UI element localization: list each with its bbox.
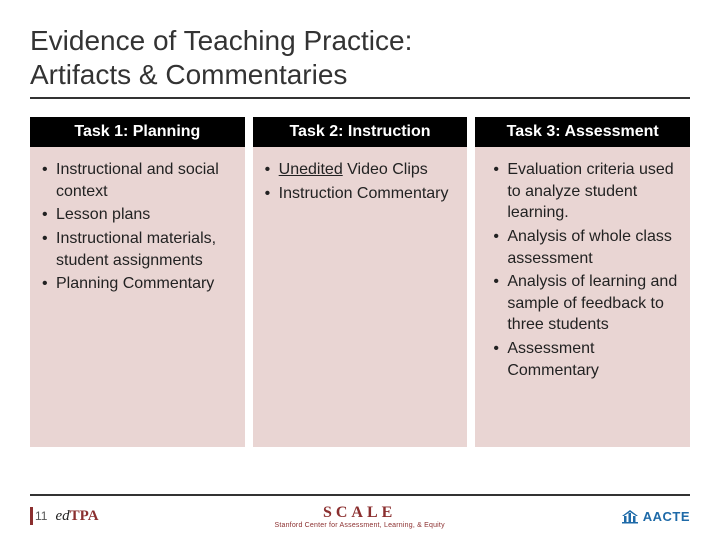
columns: Task 1: Planning Instructional and socia… — [30, 117, 690, 447]
footer: 11 edTPA SCALE Stanford Center for Asses… — [30, 494, 690, 532]
column-body: Unedited Video Clips Instruction Comment… — [253, 147, 468, 447]
title-block: Evidence of Teaching Practice: Artifacts… — [30, 24, 690, 99]
list-item: Analysis of whole class assessment — [483, 226, 682, 269]
scale-subtitle: Stanford Center for Assessment, Learning… — [274, 522, 444, 529]
list-item: Instruction Commentary — [261, 183, 460, 205]
slide: Evidence of Teaching Practice: Artifacts… — [0, 0, 720, 540]
column-body: Instructional and social context Lesson … — [30, 147, 245, 447]
list-item: Unedited Video Clips — [261, 159, 460, 181]
column-assessment: Task 3: Assessment Evaluation criteria u… — [475, 117, 690, 447]
list-item: Instructional materials, student assignm… — [38, 228, 237, 271]
edtpa-ed: ed — [55, 508, 69, 524]
list-item: Assessment Commentary — [483, 338, 682, 381]
aacte-icon — [621, 508, 639, 524]
column-body: Evaluation criteria used to analyze stud… — [475, 147, 690, 447]
list-item: Instructional and social context — [38, 159, 237, 202]
list-item: Analysis of learning and sample of feedb… — [483, 271, 682, 336]
edtpa-logo: edTPA — [55, 508, 98, 525]
footer-left: 11 edTPA — [30, 507, 99, 525]
footer-center: SCALE Stanford Center for Assessment, Le… — [274, 504, 444, 529]
footer-right: AACTE — [621, 508, 690, 524]
page-mark: 11 — [30, 507, 47, 525]
page-number: 11 — [35, 509, 47, 523]
underlined-word: Unedited — [279, 161, 343, 178]
aacte-text: AACTE — [643, 509, 690, 524]
column-planning: Task 1: Planning Instructional and socia… — [30, 117, 245, 447]
list-item: Planning Commentary — [38, 273, 237, 295]
edtpa-tpa: TPA — [70, 508, 99, 524]
title-line1: Evidence of Teaching Practice: — [30, 24, 690, 58]
column-header: Task 3: Assessment — [475, 117, 690, 147]
column-instruction: Task 2: Instruction Unedited Video Clips… — [253, 117, 468, 447]
mark-bar-icon — [30, 507, 33, 525]
column-header: Task 1: Planning — [30, 117, 245, 147]
list-item: Lesson plans — [38, 204, 237, 226]
list-item-text: Video Clips — [343, 161, 428, 178]
list-item: Evaluation criteria used to analyze stud… — [483, 159, 682, 224]
title-line2: Artifacts & Commentaries — [30, 58, 690, 92]
scale-logo: SCALE — [274, 504, 444, 522]
column-header: Task 2: Instruction — [253, 117, 468, 147]
